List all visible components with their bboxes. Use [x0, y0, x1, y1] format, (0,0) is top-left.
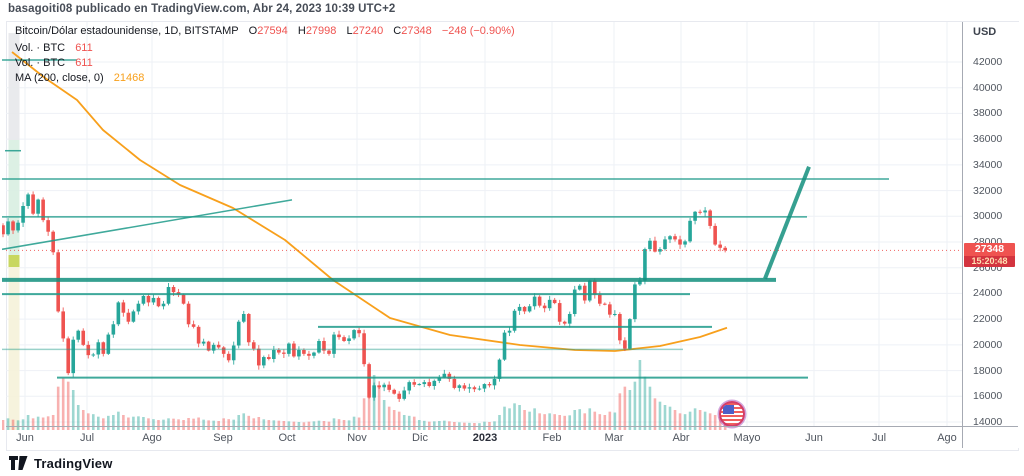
time-axis-label: Abr: [672, 432, 690, 444]
ohlc-open-value: 27594: [257, 25, 288, 37]
volume-bars: [2, 360, 727, 430]
ohlc-high-value: 27998: [305, 25, 337, 37]
brand-name: TradingView: [34, 455, 113, 471]
time-axis-label: Dic: [412, 432, 428, 444]
time-axis-label: Nov: [347, 432, 367, 444]
time-axis-label: 2023: [472, 432, 498, 444]
publish-note: basagoiti08 publicado en TradingView.com…: [8, 3, 396, 15]
footer[interactable]: TradingView: [9, 454, 113, 472]
volume-label: Vol. · BTC: [15, 41, 66, 54]
last-price-value: 27348: [964, 243, 1015, 257]
ohlc-close-value: 27348: [401, 25, 432, 37]
time-axis-label: Jul: [871, 432, 887, 444]
volume-value: 611: [75, 41, 93, 54]
session-band: [8, 33, 20, 430]
countdown-timer: 15:20:48: [964, 256, 1015, 268]
flag-badge-icon: [719, 401, 745, 427]
last-price-badge: 27348 15:20:48: [964, 243, 1015, 268]
publish-bar: basagoiti08 publicado en TradingView.com…: [0, 0, 1024, 21]
price-axis-currency: USD: [973, 26, 997, 38]
price-axis-label: 34000: [973, 158, 1003, 171]
ma-label: MA (200, close, 0): [15, 71, 104, 84]
price-axis-label: 20000: [973, 338, 1003, 351]
price-axis-label: 42000: [973, 56, 1003, 68]
volume-value-2: 611: [75, 56, 93, 69]
change-value: −248 (−0.90%): [441, 25, 515, 37]
volume-label-2: Vol. · BTC: [15, 56, 66, 69]
time-axis-label: Oct: [278, 432, 296, 444]
volume-row-2[interactable]: Vol. · BTC 611: [15, 57, 515, 71]
tradingview-logo-icon: [9, 456, 28, 470]
time-axis-label: Feb: [542, 432, 562, 444]
price-axis[interactable]: USD 42000 40000 38000 36000 34000 32000 30000 2…: [962, 22, 1019, 448]
time-axis-label: Jul: [79, 432, 95, 444]
time-axis-label: Jun: [16, 432, 34, 444]
time-axis-label: Mar: [604, 432, 624, 444]
ohlc-close-key: C: [393, 25, 402, 37]
price-axis-label: 38000: [973, 107, 1003, 120]
price-axis-label: 16000: [973, 390, 1003, 403]
price-axis-label: 32000: [973, 184, 1003, 197]
price-axis-label: 22000: [973, 313, 1003, 326]
price-axis-label: 14000: [973, 415, 1003, 428]
ohlc-low-value: 27240: [352, 25, 384, 37]
ma-value: 21468: [113, 71, 145, 84]
symbol-title-row[interactable]: Bitcoin/Dólar estadounidense, 1D, BITSTA…: [15, 25, 515, 39]
time-axis-label: Ago: [142, 432, 162, 444]
ohlc-low-key: L: [346, 25, 353, 37]
volume-row-1[interactable]: Vol. · BTC 611: [15, 42, 515, 56]
price-axis-label: 30000: [973, 210, 1003, 223]
price-axis-label: 24000: [973, 287, 1003, 300]
trend-drawings: [2, 59, 889, 379]
ma-row[interactable]: MA (200, close, 0) 21468: [15, 72, 515, 86]
price-axis-label: 40000: [973, 81, 1003, 94]
legend: Bitcoin/Dólar estadounidense, 1D, BITSTA…: [15, 25, 515, 87]
time-axis-label: Sep: [213, 432, 233, 444]
time-axis[interactable]: Jun Jul Ago Sep Oct Nov Dic 2023 Feb Mar Abr Mayo Ju…: [6, 426, 1018, 450]
symbol-title: Bitcoin/Dólar estadounidense, 1D, BITSTA…: [15, 25, 239, 37]
time-axis-label: Ago: [937, 432, 957, 444]
time-axis-label: Jun: [805, 432, 823, 444]
price-axis-label: 18000: [973, 364, 1003, 377]
time-axis-label: Mayo: [733, 432, 761, 444]
ohlc-open-key: O: [248, 25, 258, 37]
price-axis-label: 36000: [973, 133, 1003, 146]
ohlc-high-key: H: [297, 25, 306, 37]
